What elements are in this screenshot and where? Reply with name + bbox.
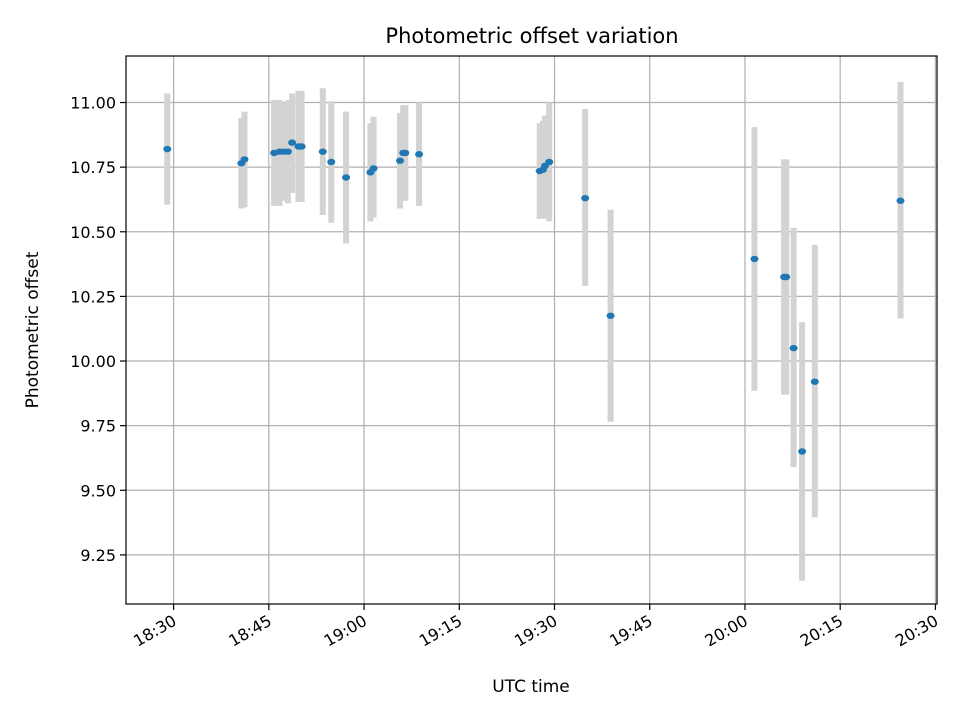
plot-frame [125,55,938,605]
data-point [415,151,424,158]
y-tick-label: 10.75 [70,158,116,177]
data-point [369,165,378,172]
x-tick-label: 20:00 [702,611,751,651]
data-point [545,158,554,166]
data-point [297,143,306,150]
data-point [401,149,410,157]
x-tick-label: 19:00 [321,611,370,651]
data-point [283,148,292,155]
y-tick-label: 9.75 [80,417,116,436]
x-axis-label: UTC time [492,677,570,697]
x-tick-label: 18:30 [130,611,179,651]
x-tick-label: 20:15 [797,611,846,651]
data-points [163,139,905,455]
data-point [810,378,819,385]
data-point [750,255,759,263]
y-tick-label: 9.50 [80,481,116,500]
data-point [240,156,249,163]
data-point [327,158,336,166]
data-point [342,174,351,181]
data-point [782,273,791,281]
data-point [288,139,297,146]
x-tick-label: 20:30 [892,611,941,651]
x-tick-label: 19:45 [606,611,655,651]
chart-title: Photometric offset variation [385,24,678,48]
y-tick-label: 9.25 [80,546,116,565]
y-axis-label: Photometric offset [23,251,43,408]
data-point [396,157,405,164]
data-point [798,448,807,455]
y-axis-ticks: 9.25 9.50 9.75 10.00 10.25 10.50 10.75 11.00 [70,94,126,565]
x-tick-label: 18:45 [225,611,274,651]
data-point [606,312,615,319]
data-point [318,148,327,155]
data-point [581,194,590,202]
y-tick-label: 10.50 [70,223,116,242]
data-point [163,145,172,153]
error-bars [164,81,904,581]
y-tick-label: 10.25 [70,287,116,306]
y-tick-label: 11.00 [70,94,116,113]
x-axis-ticks: 18:30 18:45 19:00 19:15 19:30 19:45 20:00 20:15… [130,604,941,651]
x-tick-label: 19:15 [416,611,465,651]
data-point [789,344,798,352]
x-tick-label: 19:30 [511,611,560,651]
data-point [896,197,905,204]
y-tick-label: 10.00 [70,352,116,371]
